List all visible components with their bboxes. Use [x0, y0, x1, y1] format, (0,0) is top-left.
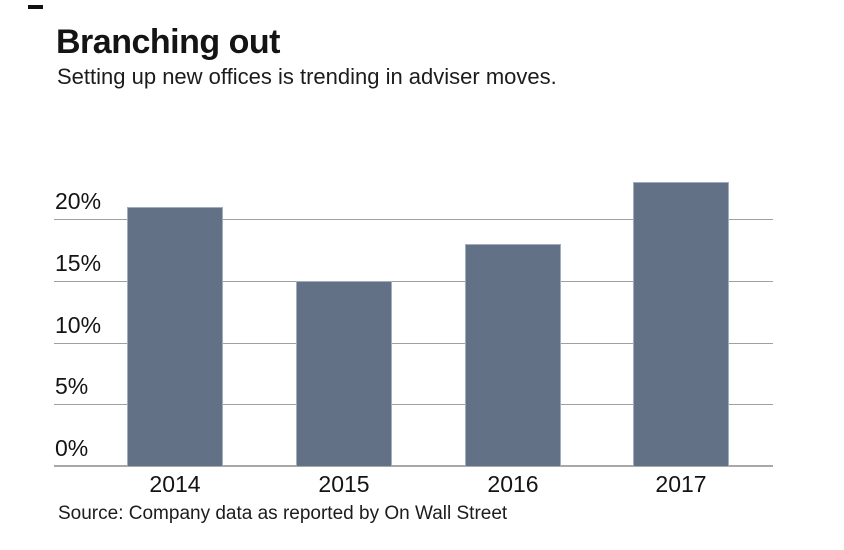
y-tick-label-5: 5%: [55, 373, 89, 399]
x-tick-label-2017: 2017: [655, 471, 707, 497]
bar-2014: [127, 207, 223, 466]
y-tick-label-0: 0%: [55, 435, 89, 461]
gridline-20: [54, 219, 773, 220]
source-note: Source: Company data as reported by On W…: [58, 503, 508, 524]
x-tick-label-2014: 2014: [149, 471, 201, 497]
gridline-15: [54, 281, 773, 282]
x-tick-label-2016: 2016: [487, 471, 539, 497]
bar-2017: [633, 182, 729, 466]
corner-mark: [28, 5, 43, 9]
gridline-5: [54, 404, 773, 405]
x-axis-line: [54, 465, 773, 467]
y-tick-label-15: 15%: [55, 250, 102, 276]
chart-subtitle: Setting up new offices is trending in ad…: [57, 64, 557, 89]
gridline-10: [54, 343, 773, 344]
y-tick-label-20: 20%: [55, 188, 102, 214]
bar-2016: [465, 244, 561, 466]
x-tick-label-2015: 2015: [318, 471, 370, 497]
y-tick-label-10: 10%: [55, 312, 102, 338]
bar-2015: [296, 281, 392, 466]
chart-title: Branching out: [56, 23, 280, 61]
